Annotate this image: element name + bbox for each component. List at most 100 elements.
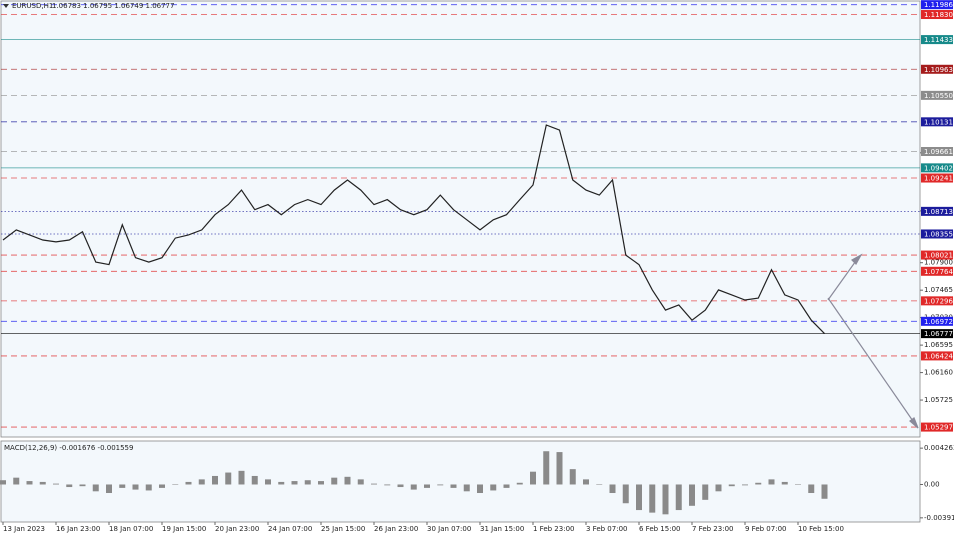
level-label: 1.09241 — [924, 175, 953, 183]
level-label-box — [921, 35, 953, 45]
level-label-box — [921, 10, 953, 20]
y-tick-label: 1.06595 — [924, 341, 953, 349]
macd-bar — [516, 482, 523, 485]
macd-bar — [39, 481, 46, 485]
macd-title: MACD(12,26,9) -0.001676 -0.001559 — [4, 444, 133, 452]
x-tick-label: 13 Jan 2023 — [3, 525, 45, 533]
level-label-box — [921, 250, 953, 260]
level-label: 1.10131 — [924, 118, 953, 126]
macd-bar — [781, 481, 788, 485]
x-tick-label: 20 Jan 23:00 — [215, 525, 259, 533]
macd-bar — [795, 484, 801, 485]
macd-bar — [821, 484, 828, 499]
macd-panel — [0, 440, 921, 523]
macd-bar — [530, 471, 536, 485]
x-tick-label: 18 Jan 07:00 — [109, 525, 153, 533]
level-label-box — [921, 117, 953, 127]
macd-bar — [755, 482, 762, 485]
macd-bar — [503, 484, 510, 488]
macd-bar — [331, 477, 338, 485]
macd-bar — [410, 484, 417, 490]
macd-bar — [26, 481, 33, 485]
macd-bar — [622, 484, 629, 504]
level-label: 1.08713 — [924, 208, 953, 216]
level-label-box — [921, 296, 953, 306]
macd-bar — [742, 484, 748, 486]
x-tick-label: 1 Feb 23:00 — [533, 525, 574, 533]
macd-bar — [198, 479, 205, 485]
level-label-box — [921, 0, 953, 10]
y-tick-label: 1.07465 — [924, 286, 953, 294]
macd-bar — [172, 484, 179, 485]
macd-bar — [437, 484, 444, 486]
macd-bar — [715, 484, 722, 492]
macd-bar — [251, 475, 258, 485]
macd-bar — [384, 484, 391, 486]
macd-bar — [79, 484, 86, 487]
level-label: 1.10550 — [924, 92, 953, 100]
macd-bar — [159, 484, 165, 488]
macd-bar — [636, 484, 642, 511]
y-tick-label: 0.004263 — [924, 444, 954, 452]
macd-bar — [291, 481, 298, 485]
level-label: 1.09661 — [924, 148, 953, 156]
y-tick-label: 1.06160 — [924, 369, 953, 377]
macd-bar — [132, 484, 139, 490]
macd-bar — [728, 484, 735, 487]
x-tick-label: 19 Jan 15:00 — [162, 525, 206, 533]
y-tick-label: -0.003912 — [924, 514, 954, 522]
macd-bar — [808, 484, 815, 494]
macd-bar — [119, 484, 126, 488]
level-label: 1.07296 — [924, 297, 953, 305]
macd-bar — [225, 472, 232, 485]
macd-bar — [212, 475, 218, 485]
macd-bar — [609, 484, 616, 494]
level-label-box — [921, 64, 953, 74]
x-tick-label: 24 Jan 07:00 — [268, 525, 312, 533]
macd-bar — [583, 479, 589, 485]
macd-bar — [569, 469, 576, 485]
level-label: 1.05297 — [924, 424, 953, 432]
level-label: 1.06424 — [924, 352, 953, 360]
level-label: 1.09402 — [924, 164, 953, 172]
x-tick-label: 31 Jan 15:00 — [480, 525, 524, 533]
level-label-box — [921, 163, 953, 173]
macd-bar — [450, 484, 457, 488]
macd-bar — [463, 484, 470, 492]
macd-bar — [13, 477, 20, 485]
macd-bar — [371, 483, 377, 485]
macd-bar — [596, 484, 603, 485]
macd-bar — [304, 480, 311, 485]
level-label-box — [921, 173, 953, 183]
level-label: 1.06972 — [924, 318, 953, 326]
y-tick-label: 0.00 — [924, 480, 940, 488]
macd-bar — [675, 484, 682, 511]
macd-bar — [424, 484, 430, 488]
macd-bar — [397, 484, 404, 488]
level-label-box — [921, 206, 953, 216]
macd-bar — [278, 481, 285, 485]
macd-bar — [649, 484, 656, 513]
x-tick-label: 7 Feb 23:00 — [692, 525, 733, 533]
symbol-title: EURUSD,H1 — [12, 2, 53, 10]
level-label-box — [921, 266, 953, 276]
level-label-box — [921, 329, 953, 339]
level-label: 1.11433 — [924, 36, 953, 44]
x-tick-label: 9 Feb 07:00 — [745, 525, 786, 533]
macd-bar — [477, 484, 483, 494]
macd-bar — [702, 484, 709, 500]
x-tick-label: 26 Jan 23:00 — [374, 525, 418, 533]
macd-bar — [53, 483, 59, 485]
x-tick-label: 25 Jan 15:00 — [321, 525, 365, 533]
level-label: 1.08355 — [924, 230, 953, 238]
level-label: 1.07764 — [924, 268, 953, 276]
macd-bar — [185, 481, 192, 485]
level-label: 1.10963 — [924, 66, 953, 74]
level-label-box — [921, 146, 953, 156]
level-label: 1.11986 — [924, 1, 953, 9]
level-label-box — [921, 351, 953, 361]
macd-bar — [92, 484, 99, 492]
macd-bar — [238, 470, 245, 485]
